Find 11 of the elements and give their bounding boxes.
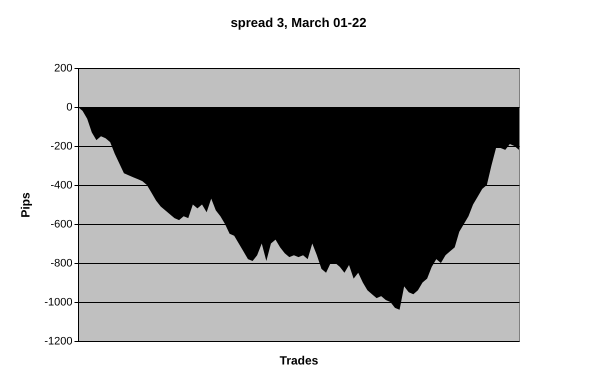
y-tick-label: -1000 xyxy=(44,296,72,308)
y-tick-label: 0 xyxy=(66,102,72,114)
y-tick-label: -200 xyxy=(50,140,72,152)
chart-title: spread 3, March 01-22 xyxy=(230,15,366,30)
y-tick-label: -1200 xyxy=(44,336,72,348)
y-tick-label: -800 xyxy=(50,258,72,270)
y-axis-title: Pips xyxy=(18,192,32,218)
y-tick-label: -600 xyxy=(50,218,72,230)
y-tick-label: 200 xyxy=(54,62,72,74)
x-axis-title: Trades xyxy=(280,354,319,368)
y-tick-label: -400 xyxy=(50,180,72,192)
